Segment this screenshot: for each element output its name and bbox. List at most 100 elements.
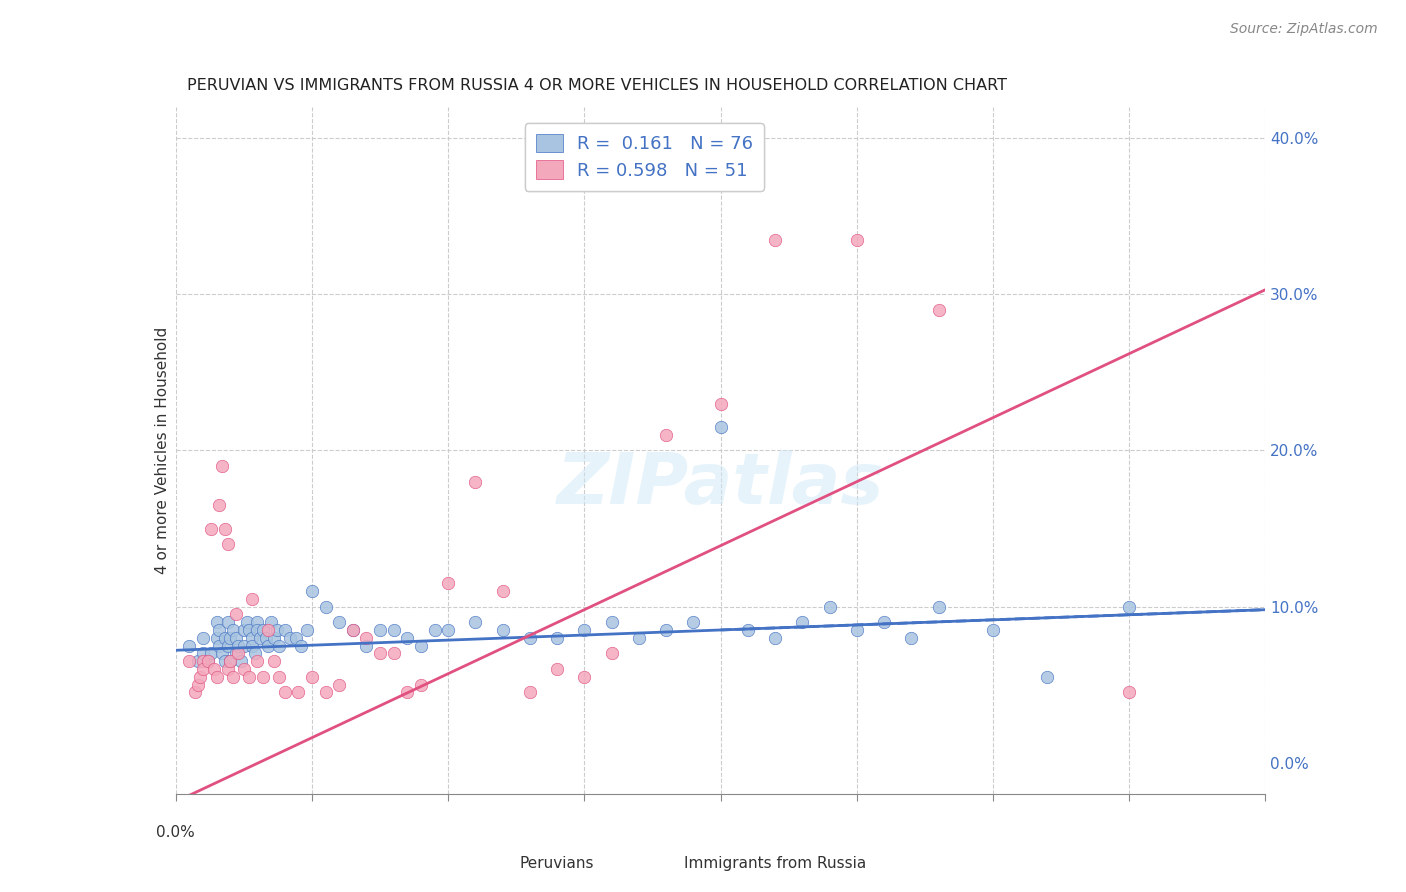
Point: [225, 646, 247, 660]
Point: [464, 615, 486, 630]
Point: [492, 623, 515, 637]
Point: [205, 631, 228, 645]
Point: [219, 654, 242, 668]
Point: [269, 670, 291, 684]
Point: [179, 639, 201, 653]
Point: [266, 623, 288, 637]
Point: [214, 521, 236, 535]
Y-axis label: 4 or more Vehicles in Household: 4 or more Vehicles in Household: [155, 326, 170, 574]
Point: [574, 623, 596, 637]
Point: [219, 631, 242, 645]
Point: [1118, 599, 1140, 614]
Point: [217, 639, 239, 653]
Point: [356, 639, 378, 653]
Point: [900, 631, 922, 645]
Text: ZIPatlas: ZIPatlas: [557, 450, 884, 519]
Point: [246, 654, 269, 668]
Point: [202, 662, 225, 676]
Point: [295, 623, 318, 637]
Point: [228, 639, 250, 653]
Point: [269, 639, 291, 653]
Point: [492, 583, 515, 598]
Point: [240, 591, 263, 606]
Point: [186, 678, 209, 692]
Point: [200, 521, 222, 535]
Point: [423, 623, 446, 637]
Point: [191, 654, 214, 668]
Point: [225, 607, 247, 622]
Point: [928, 599, 950, 614]
Point: [184, 685, 207, 699]
Point: [197, 654, 219, 668]
Text: PERUVIAN VS IMMIGRANTS FROM RUSSIA 4 OR MORE VEHICLES IN HOUSEHOLD CORRELATION C: PERUVIAN VS IMMIGRANTS FROM RUSSIA 4 OR …: [187, 78, 1007, 94]
Point: [981, 623, 1004, 637]
Point: [1118, 685, 1140, 699]
Point: [228, 646, 250, 660]
Point: [574, 670, 596, 684]
Point: [328, 615, 350, 630]
Text: 0.0%: 0.0%: [156, 825, 195, 839]
Point: [240, 631, 263, 645]
Point: [301, 583, 323, 598]
Point: [232, 662, 254, 676]
Point: [208, 623, 231, 637]
Point: [232, 623, 254, 637]
Point: [284, 631, 307, 645]
Point: [243, 646, 266, 660]
Point: [682, 615, 704, 630]
Point: [655, 623, 678, 637]
Point: [710, 396, 733, 410]
Point: [546, 662, 568, 676]
Point: [232, 639, 254, 653]
Point: [217, 615, 239, 630]
Text: Source: ZipAtlas.com: Source: ZipAtlas.com: [1230, 22, 1378, 37]
Point: [342, 623, 364, 637]
Point: [928, 302, 950, 317]
Point: [205, 670, 228, 684]
Point: [396, 631, 419, 645]
Point: [1036, 670, 1059, 684]
Point: [222, 670, 245, 684]
Point: [214, 631, 236, 645]
Point: [257, 639, 280, 653]
Point: [260, 615, 283, 630]
Point: [217, 662, 239, 676]
Point: [240, 639, 263, 653]
Point: [214, 654, 236, 668]
Point: [437, 576, 460, 591]
Point: [301, 670, 323, 684]
Point: [519, 685, 541, 699]
Point: [368, 623, 391, 637]
Point: [208, 498, 231, 512]
Point: [396, 685, 419, 699]
Point: [191, 662, 214, 676]
Point: [737, 623, 759, 637]
Point: [382, 646, 405, 660]
Point: [249, 631, 271, 645]
Point: [252, 670, 274, 684]
Point: [188, 670, 211, 684]
Point: [356, 631, 378, 645]
Text: Peruvians: Peruvians: [520, 855, 595, 871]
Point: [186, 654, 209, 668]
Point: [792, 615, 814, 630]
Point: [315, 685, 337, 699]
Point: [235, 615, 257, 630]
Point: [290, 639, 312, 653]
Point: [200, 646, 222, 660]
Point: [763, 631, 786, 645]
Text: Immigrants from Russia: Immigrants from Russia: [683, 855, 866, 871]
Point: [263, 654, 285, 668]
Point: [710, 420, 733, 434]
Point: [409, 678, 432, 692]
Point: [845, 233, 868, 247]
Point: [655, 427, 678, 442]
Point: [287, 685, 309, 699]
Point: [763, 233, 786, 247]
Point: [263, 631, 285, 645]
Point: [464, 475, 486, 489]
Point: [368, 646, 391, 660]
Point: [219, 654, 242, 668]
Point: [246, 615, 269, 630]
Point: [845, 623, 868, 637]
